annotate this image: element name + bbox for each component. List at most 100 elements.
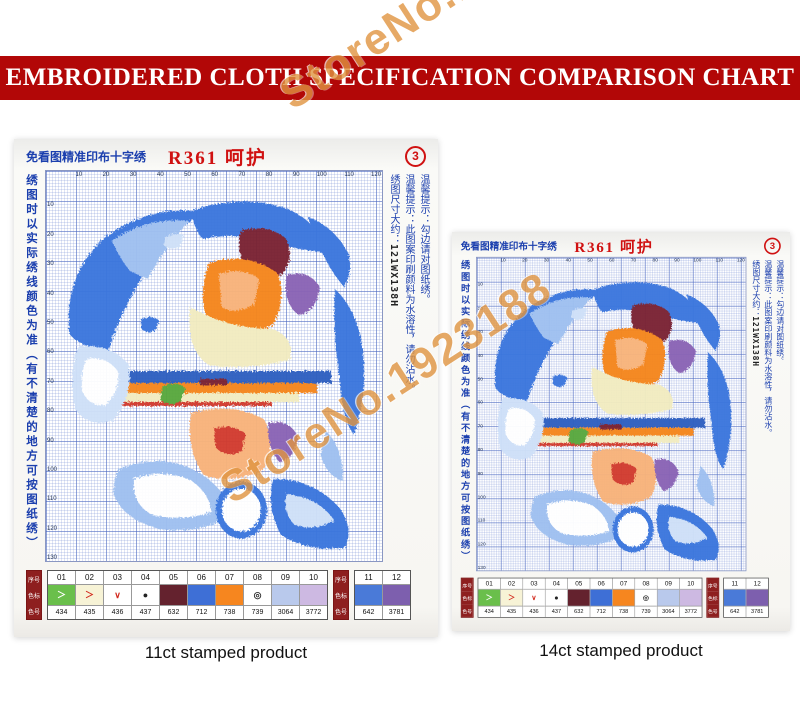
size-code: 121WX138H bbox=[388, 244, 399, 308]
legend-table-main: 01 ＞ 434 02 ＞ 435 03 ∨ 436 bbox=[47, 570, 328, 620]
ruler-number: 40 bbox=[477, 353, 483, 359]
legend-number: 07 bbox=[612, 578, 635, 590]
legend-row-header: 色标 bbox=[461, 591, 473, 605]
legend-swatch bbox=[383, 585, 410, 606]
legend-swatch bbox=[160, 585, 187, 606]
legend-code: 435 bbox=[500, 606, 523, 617]
legend-number: 05 bbox=[160, 571, 187, 585]
ruler-number: 130 bbox=[47, 555, 58, 562]
legend-number: 12 bbox=[383, 571, 410, 585]
legend-code: 739 bbox=[244, 606, 271, 619]
chart-body: 绣图时以实际绣线颜色为准（有不清楚的地方可按图纸绣） 10 20 30 40 50 60 7… bbox=[456, 256, 786, 572]
legend-symbol: ● bbox=[142, 589, 149, 600]
ruler-number: 30 bbox=[129, 172, 137, 178]
legend-row-header: 序号 bbox=[334, 571, 348, 587]
legend-swatch bbox=[680, 589, 702, 607]
legend-number: 05 bbox=[568, 578, 590, 590]
legend-column: 11 642 bbox=[355, 571, 383, 619]
brand-label: 免看图精准印布十字绣 bbox=[26, 149, 147, 164]
legend-column: 07 738 bbox=[216, 571, 244, 619]
legend-symbol: ∨ bbox=[531, 593, 537, 602]
legend-code: 712 bbox=[188, 606, 215, 619]
legend-code: 437 bbox=[132, 606, 159, 619]
caption-11ct: 11ct stamped product bbox=[144, 643, 308, 662]
left-instruction-note: 绣图时以实际绣线颜色为准（有不清楚的地方可按图纸绣） bbox=[460, 260, 470, 563]
ruler-number: 120 bbox=[736, 258, 745, 264]
ruler-number: 10 bbox=[477, 282, 483, 288]
legend-row-headers: 序号 色标 色号 bbox=[333, 570, 349, 620]
ruler-number: 80 bbox=[477, 447, 483, 453]
legend-number: 12 bbox=[746, 578, 768, 590]
tip-note-1: 温馨提示：此图案印刷颜料为水溶性，请勿沾水。 bbox=[403, 174, 414, 394]
legend-row-header: 色号 bbox=[334, 603, 348, 619]
ruler-number: 110 bbox=[344, 172, 354, 178]
tip-note-2: 温馨提示：勾边请对图纸绣。 bbox=[774, 260, 784, 365]
legend-number: 08 bbox=[244, 571, 271, 585]
legend-swatch bbox=[355, 585, 382, 606]
ruler-number: 70 bbox=[477, 424, 483, 430]
legend-number: 06 bbox=[590, 578, 612, 590]
legend-column: 09 3064 bbox=[272, 571, 300, 619]
ruler-number: 90 bbox=[292, 172, 300, 178]
legend-row-header: 序号 bbox=[707, 578, 719, 592]
size-note: 绣图尺寸大约：121WX138H bbox=[749, 260, 761, 571]
ruler-number: 30 bbox=[543, 258, 550, 264]
left-instruction-note: 绣图时以实际绣线颜色为准（有不清楚的地方可按图纸绣） bbox=[25, 174, 37, 551]
legend-row-header: 序号 bbox=[461, 578, 473, 592]
color-legend: 序号 色标 色号 01 ＞ 434 02 ＞ 435 bbox=[26, 570, 428, 620]
column-ruler: 10 20 30 40 50 60 70 80 90 100 110 120 bbox=[485, 258, 746, 264]
circled-number-badge: 3 bbox=[764, 237, 781, 255]
right-notes: 绣图尺寸大约：121WX138H 温馨提示：此图案印刷颜料为水溶性，请勿沾水。 … bbox=[749, 257, 786, 571]
ruler-number: 90 bbox=[477, 471, 483, 477]
size-prefix: 绣图尺寸大约： bbox=[750, 260, 760, 317]
legend-number: 03 bbox=[104, 571, 131, 585]
ruler-number: 70 bbox=[630, 258, 637, 264]
ruler-number: 80 bbox=[265, 172, 273, 178]
product-photo-14ct: 免看图精准印布十字绣 R361 呵护 3 绣图时以实际绣线颜色为准（有不清楚的地… bbox=[452, 232, 790, 631]
ruler-number: 20 bbox=[102, 172, 110, 178]
stitch-pattern-art bbox=[485, 264, 744, 569]
legend-swatch bbox=[300, 585, 327, 606]
legend-column: 07 738 bbox=[612, 578, 636, 617]
legend-column: 09 3064 bbox=[657, 578, 680, 617]
legend-code: 3064 bbox=[272, 606, 299, 619]
legend-column: 12 3781 bbox=[383, 571, 410, 619]
ruler-number: 100 bbox=[47, 466, 58, 473]
legend-column: 06 712 bbox=[590, 578, 613, 617]
legend-column: 11 642 bbox=[724, 578, 747, 617]
legend-row-header: 色标 bbox=[334, 587, 348, 603]
stitch-grid: 10 20 30 40 50 60 70 80 90 100 110 120 10 20 30 40 50 60… bbox=[476, 256, 747, 572]
legend-number: 07 bbox=[216, 571, 243, 585]
legend-code: 3772 bbox=[300, 606, 327, 619]
ruler-number: 80 bbox=[652, 258, 658, 264]
legend-code: 3064 bbox=[657, 606, 680, 617]
legend-swatch: ＞ bbox=[478, 589, 500, 607]
legend-number: 02 bbox=[500, 578, 523, 590]
ruler-number: 20 bbox=[47, 231, 54, 238]
legend-swatch bbox=[188, 585, 215, 606]
legend-swatch bbox=[272, 585, 299, 606]
legend-column: 02 ＞ 435 bbox=[500, 578, 524, 617]
legend-code: 739 bbox=[635, 606, 657, 617]
legend-symbol: ◎ bbox=[642, 593, 650, 602]
legend-number: 08 bbox=[635, 578, 657, 590]
column-ruler: 10 20 30 40 50 60 70 80 90 100 110 120 bbox=[56, 171, 382, 179]
legend-swatch bbox=[590, 589, 612, 607]
size-note: 绣图尺寸大约：121WX138H bbox=[386, 174, 401, 562]
legend-swatch: ＞ bbox=[48, 585, 75, 606]
legend-code: 642 bbox=[355, 606, 382, 619]
legend-code: 3781 bbox=[746, 606, 768, 617]
ruler-number: 70 bbox=[47, 378, 54, 385]
legend-number: 11 bbox=[724, 578, 746, 590]
legend-swatch bbox=[657, 589, 680, 607]
legend-swatch bbox=[746, 589, 768, 607]
pattern-chart-card: 免看图精准印布十字绣 R361 呵护 3 绣图时以实际绣线颜色为准（有不清楚的地… bbox=[20, 144, 432, 630]
legend-number: 04 bbox=[132, 571, 159, 585]
row-ruler: 10 20 30 40 50 60 70 80 90 100 110 120 130 bbox=[46, 179, 58, 562]
legend-column: 10 3772 bbox=[300, 571, 327, 619]
legend-code: 3781 bbox=[383, 606, 410, 619]
ruler-number: 90 bbox=[674, 258, 680, 264]
legend-code: 434 bbox=[48, 606, 75, 619]
legend-row-headers: 序号 色标 色号 bbox=[706, 577, 720, 618]
legend-code: 3772 bbox=[680, 606, 702, 617]
